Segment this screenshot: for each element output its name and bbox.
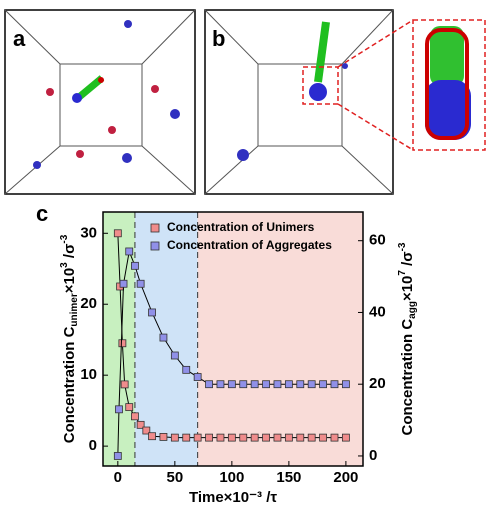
data-point — [330, 433, 339, 442]
axis-label-part: /σ — [61, 244, 78, 263]
legend-marker — [150, 241, 160, 251]
y-tick-label: 0 — [89, 437, 97, 454]
panel-label: c — [36, 201, 48, 226]
axis-label-part: ×10 — [61, 268, 78, 293]
data-point — [296, 433, 305, 442]
legend-label: Concentration of Unimers — [167, 220, 315, 234]
legend-label: Concentration of Aggregates — [167, 238, 332, 252]
x-tick-label: 0 — [114, 469, 122, 486]
data-point — [341, 433, 350, 442]
data-point — [239, 433, 248, 442]
data-point — [113, 229, 122, 238]
x-tick-label: 150 — [276, 469, 301, 486]
y2-tick-label: 20 — [369, 375, 386, 392]
data-point — [250, 380, 259, 389]
data-point — [341, 380, 350, 389]
data-point — [136, 279, 145, 288]
data-point — [284, 380, 293, 389]
data-point — [148, 308, 156, 317]
axis-label-part: ×10 — [399, 276, 416, 301]
axis-label-part: -3 — [397, 242, 408, 251]
region — [197, 212, 363, 466]
data-point — [193, 373, 202, 381]
data-point — [170, 351, 179, 360]
y2-tick-label: 0 — [369, 447, 377, 464]
y-tick-label: 30 — [80, 224, 97, 241]
data-point — [159, 333, 168, 342]
plot: 0 50 100 150 200 0 10 20 30 0 20 40 60 Time×10⁻³ /τ Co… — [59, 211, 418, 506]
data-point — [136, 420, 145, 429]
panel-a-image — [4, 9, 196, 195]
data-point — [170, 433, 179, 442]
x-tick-label: 100 — [219, 469, 244, 486]
data-point — [216, 433, 225, 442]
data-point — [115, 405, 123, 414]
data-point — [131, 261, 139, 270]
axis-label-part: 7 — [397, 270, 408, 276]
axis-label-part: Concentration C — [61, 326, 78, 443]
axis-label-part: Concentration C — [399, 319, 416, 436]
data-point — [307, 380, 316, 389]
y-tick-label: 20 — [80, 295, 97, 312]
y-tick-label: 10 — [80, 366, 97, 383]
data-point — [118, 339, 127, 348]
x-tick-label: 50 — [166, 469, 183, 486]
data-point — [125, 247, 134, 256]
data-point — [182, 433, 191, 442]
data-point — [142, 426, 151, 435]
data-point — [284, 433, 293, 442]
data-point — [216, 380, 225, 389]
axis-label: Concentration Cunimer×103 /σ-3 — [59, 234, 80, 443]
x-axis-label: Time×10⁻³ /τ — [189, 489, 277, 506]
data-point — [239, 380, 248, 389]
data-point — [227, 433, 236, 442]
data-point — [262, 380, 270, 389]
data-point — [120, 380, 129, 389]
y2-tick-label: 60 — [369, 232, 386, 249]
data-point — [148, 432, 156, 441]
data-point — [205, 433, 213, 442]
axis-label-part: -3 — [59, 234, 70, 243]
panel-b-image — [204, 9, 486, 195]
data-point — [273, 433, 282, 442]
y2-tick-label: 40 — [369, 303, 386, 320]
data-point — [205, 380, 213, 389]
axis-label-part: 3 — [59, 262, 70, 268]
data-point — [319, 433, 327, 442]
data-point — [273, 380, 282, 389]
axis-label-part: /σ — [399, 251, 416, 270]
data-point — [125, 403, 134, 412]
data-point — [113, 452, 122, 460]
legend-marker — [150, 223, 160, 233]
data-point — [307, 433, 316, 442]
data-point — [227, 380, 236, 389]
data-point — [182, 365, 191, 374]
data-point — [131, 412, 139, 421]
data-point — [319, 380, 327, 389]
axis-label: Concentration Cagg×107 /σ-3 — [397, 242, 418, 435]
plot-frame — [102, 211, 364, 467]
data-point — [296, 380, 305, 389]
panel-label: a — [13, 26, 26, 51]
axis-label-part: agg — [407, 301, 418, 319]
data-point — [119, 279, 128, 288]
data-point — [262, 433, 270, 442]
data-point — [250, 433, 259, 442]
data-point — [193, 433, 202, 442]
data-point — [159, 433, 168, 441]
x-tick-label: 200 — [333, 469, 358, 486]
panel-label: b — [212, 26, 225, 51]
axis-label-part: unimer — [69, 293, 80, 326]
data-point — [330, 380, 339, 389]
